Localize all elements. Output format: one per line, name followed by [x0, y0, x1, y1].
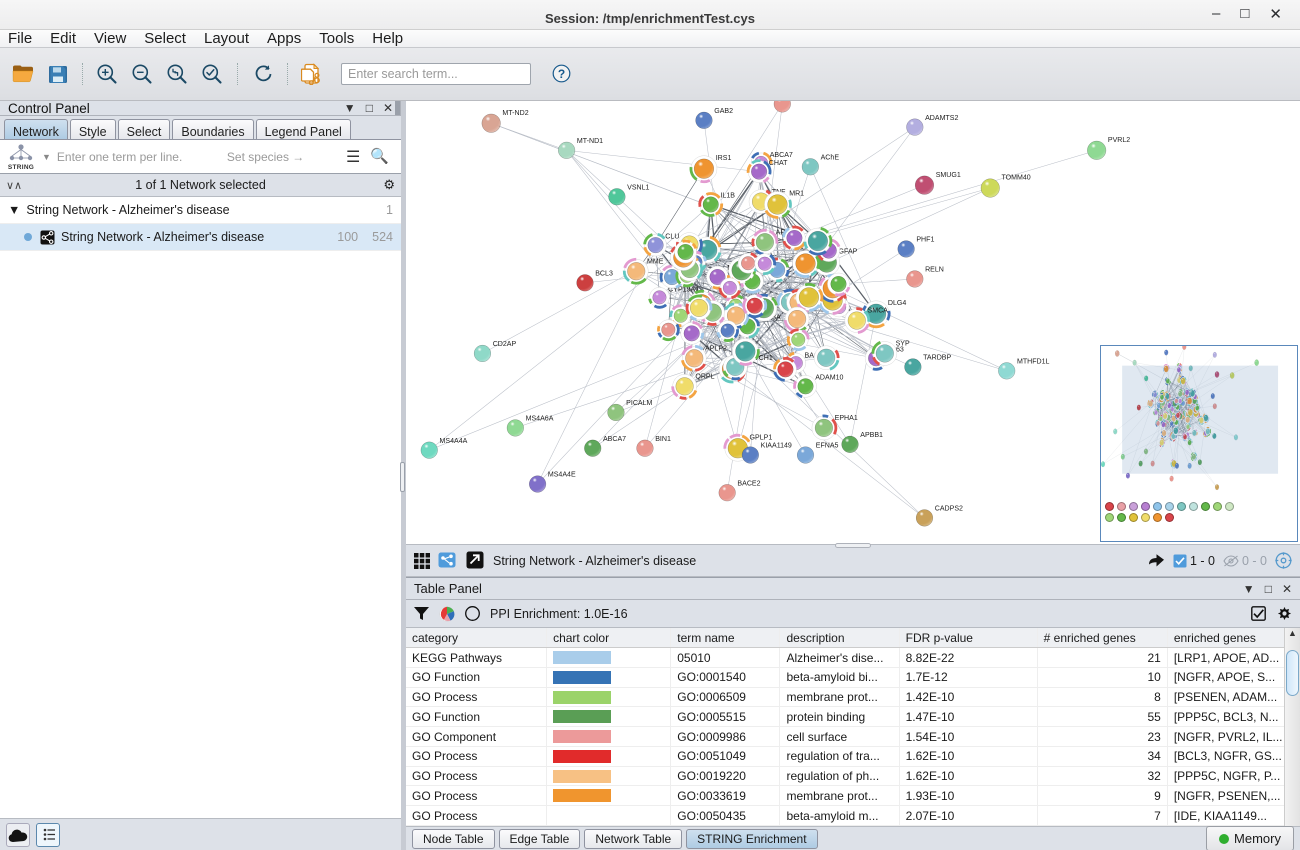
- svg-text:BCL3: BCL3: [595, 270, 613, 277]
- svg-text:MME: MME: [647, 258, 664, 265]
- svg-text:EFNA5: EFNA5: [816, 443, 839, 450]
- svg-text:BACE2: BACE2: [737, 480, 760, 487]
- svg-text:MTHFD1L: MTHFD1L: [1017, 359, 1050, 366]
- svg-text:MR1: MR1: [789, 191, 804, 198]
- svg-text:VSNL1: VSNL1: [627, 184, 649, 191]
- svg-text:MT-ND1: MT-ND1: [577, 138, 603, 145]
- svg-text:MS4A4E: MS4A4E: [548, 472, 576, 479]
- svg-text:EPHA1: EPHA1: [835, 415, 858, 422]
- svg-text:GFAP: GFAP: [839, 249, 858, 256]
- svg-text:APBB1: APBB1: [860, 432, 883, 439]
- svg-text:ADAMTS2: ADAMTS2: [925, 115, 958, 122]
- svg-text:CLU: CLU: [665, 233, 679, 240]
- svg-text:BIN1: BIN1: [655, 436, 671, 443]
- svg-text:AChE: AChE: [821, 154, 840, 161]
- svg-text:KIAA1149: KIAA1149: [761, 443, 792, 450]
- svg-text:SYP: SYP: [896, 341, 910, 348]
- svg-text:CADPS2: CADPS2: [935, 506, 963, 513]
- svg-text:PVRL2: PVRL2: [1108, 137, 1130, 144]
- svg-text:TOMM40: TOMM40: [1001, 175, 1030, 182]
- svg-text:PHF1: PHF1: [916, 237, 934, 244]
- svg-text:DLG4: DLG4: [888, 300, 906, 307]
- svg-text:MT-ND2: MT-ND2: [502, 110, 528, 117]
- svg-text:ADAM10: ADAM10: [815, 375, 843, 382]
- svg-text:CHAT: CHAT: [769, 160, 788, 167]
- svg-text:GAB2: GAB2: [714, 108, 733, 115]
- svg-text:MS4A6A: MS4A6A: [526, 416, 554, 423]
- svg-text:SMCA: SMCA: [868, 308, 889, 315]
- svg-text:?: ?: [557, 67, 564, 81]
- svg-text:TARDBP: TARDBP: [923, 355, 951, 362]
- svg-text:MS4A4A: MS4A4A: [440, 438, 468, 445]
- svg-text:IL1B: IL1B: [720, 193, 735, 200]
- svg-text:SMUG1: SMUG1: [936, 172, 961, 179]
- svg-text:CD2AP: CD2AP: [493, 341, 517, 348]
- svg-text:ABCA7: ABCA7: [770, 152, 793, 159]
- svg-text:ABCA7: ABCA7: [603, 436, 626, 443]
- svg-text:RELN: RELN: [925, 267, 944, 274]
- svg-text:QRPL: QRPL: [695, 374, 714, 381]
- svg-text:PICALM: PICALM: [626, 400, 652, 407]
- svg-text:APLP2: APLP2: [705, 345, 727, 352]
- svg-text:GPLP1: GPLP1: [750, 434, 773, 441]
- svg-text:IRS1: IRS1: [716, 155, 732, 162]
